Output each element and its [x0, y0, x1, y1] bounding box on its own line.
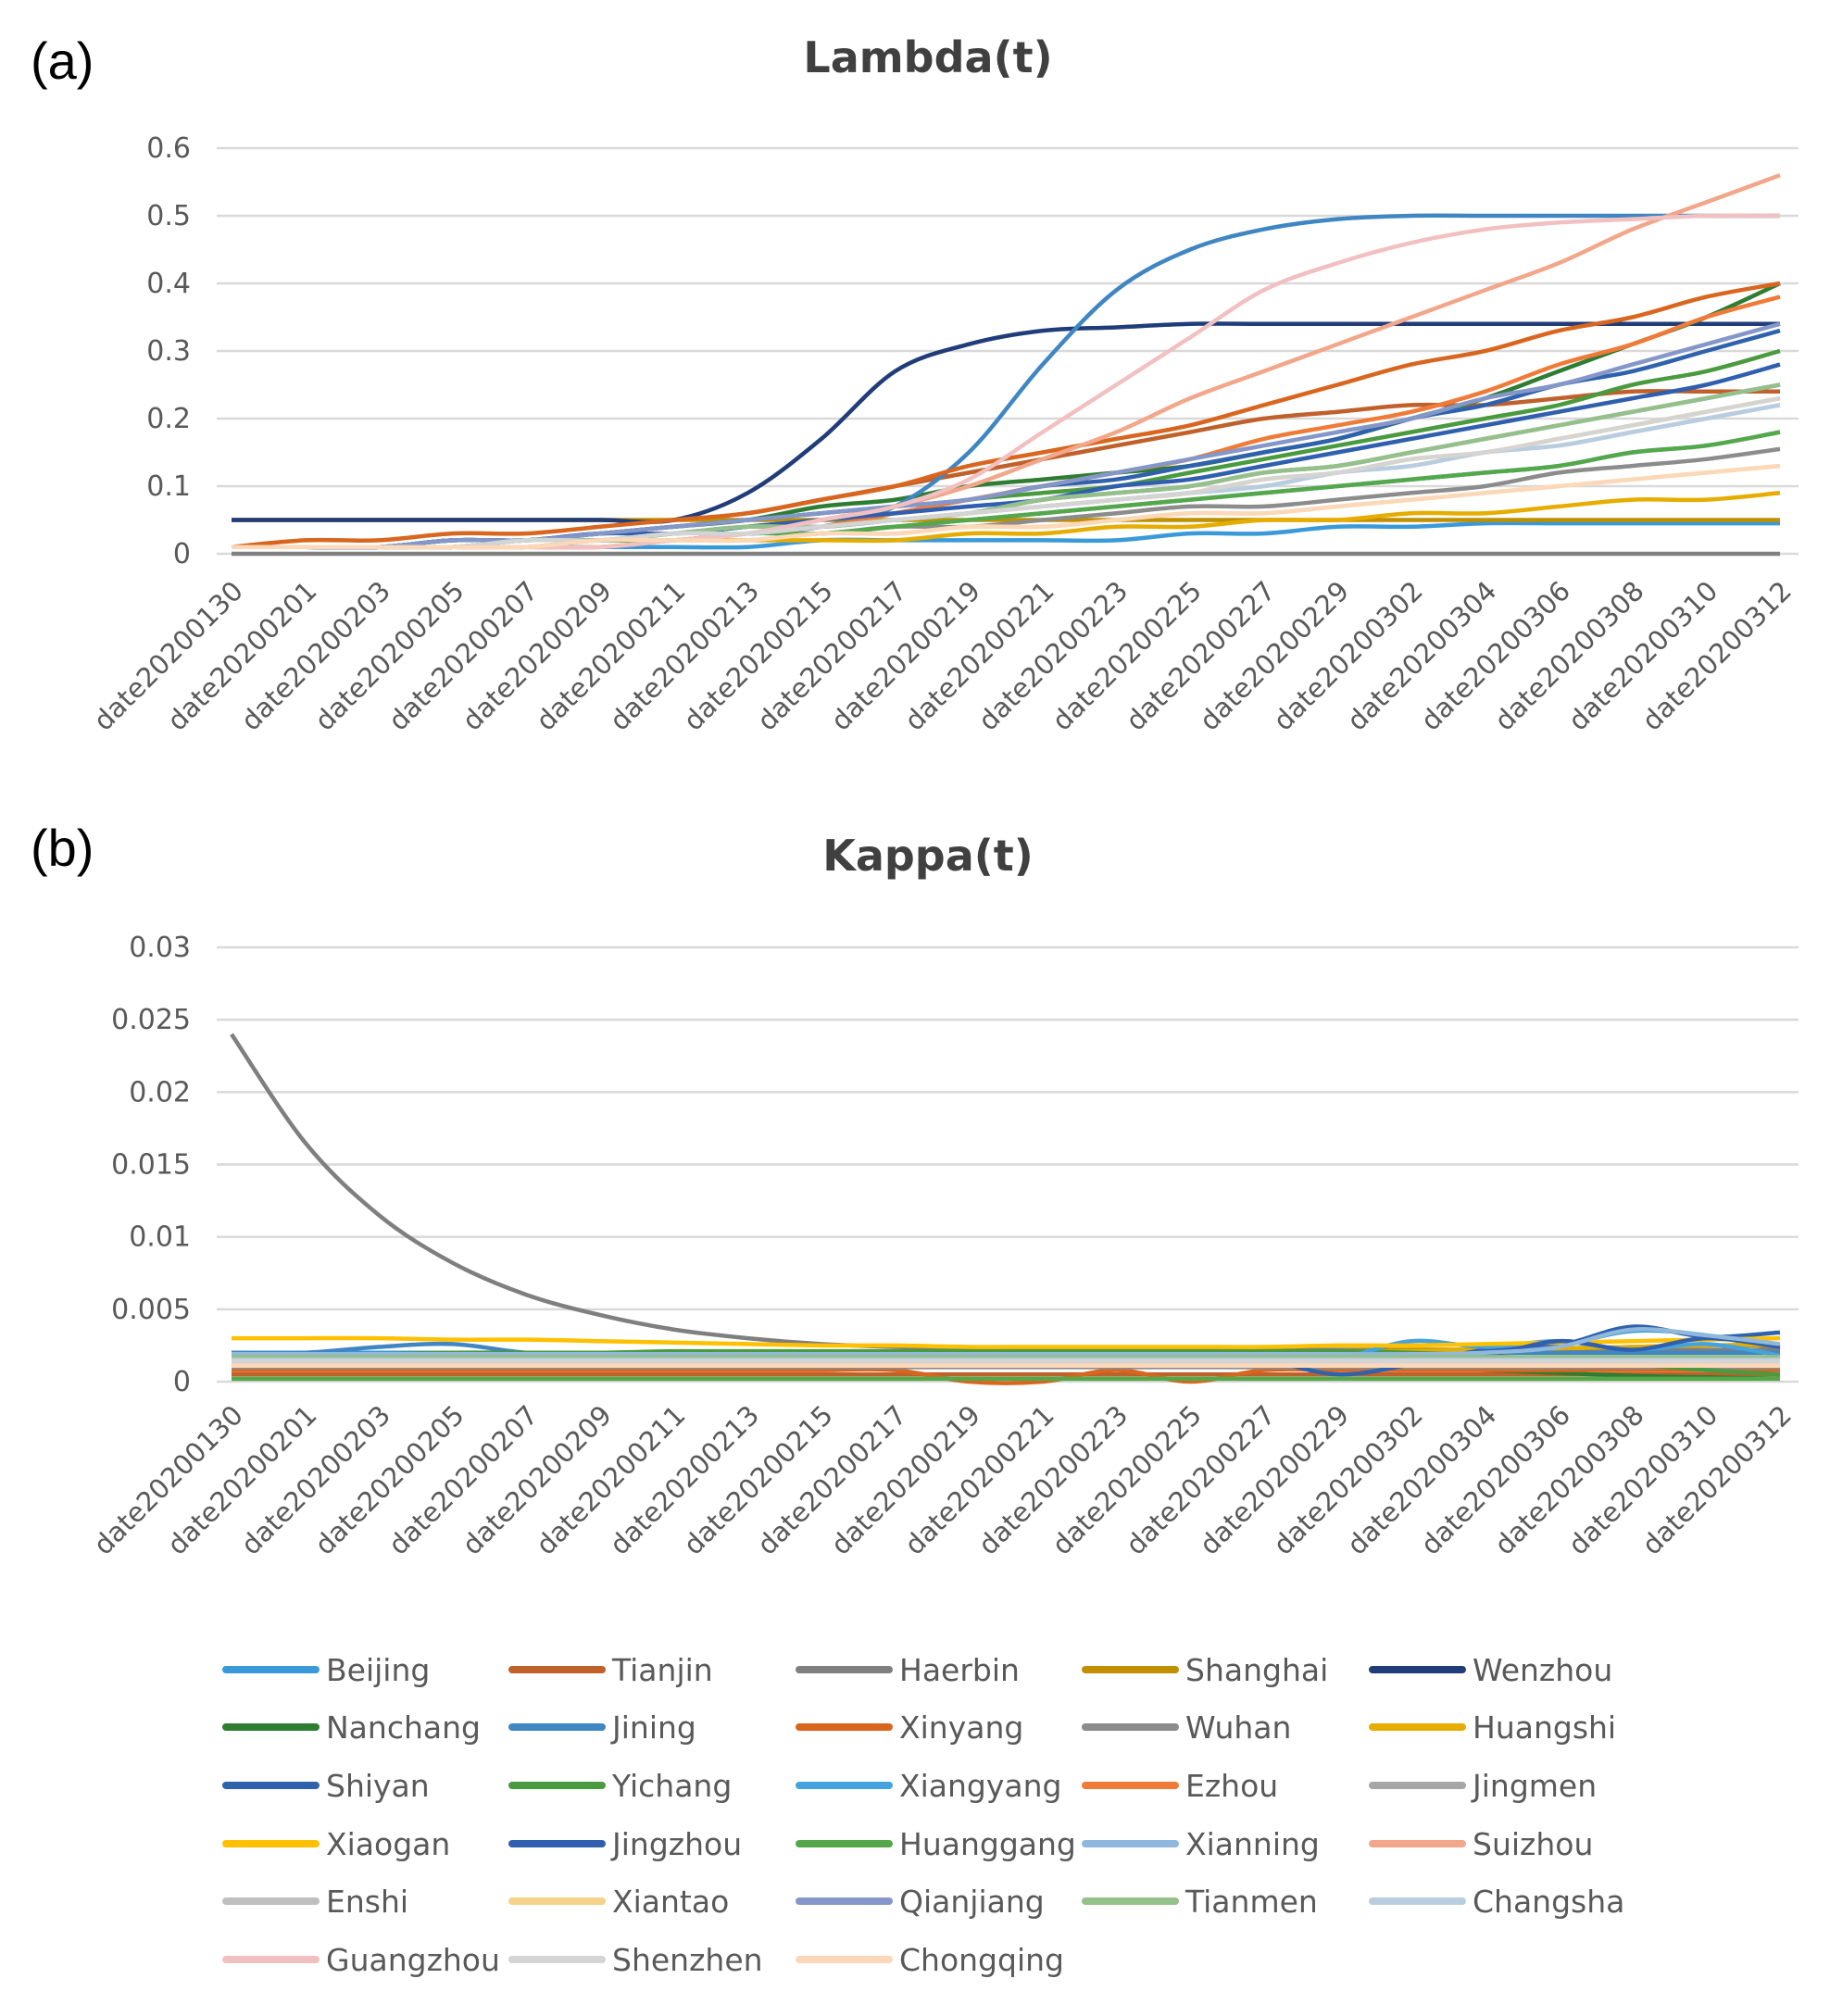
- lambda-chart: 00.10.20.30.40.50.6date20200130date20200…: [87, 132, 1799, 737]
- legend-label: Xiangyang: [899, 1768, 1061, 1804]
- legend-label: Chongqing: [899, 1942, 1064, 1978]
- y-tick-label: 0.01: [129, 1221, 191, 1254]
- legend-label: Xinyang: [899, 1709, 1023, 1746]
- legend-label: Enshi: [326, 1884, 408, 1920]
- legend-label: Yichang: [611, 1768, 732, 1804]
- legend-item-shenzhen: Shenzhen: [508, 1942, 763, 1978]
- y-tick-label: 0.015: [111, 1149, 191, 1182]
- y-tick-label: 0: [173, 538, 191, 570]
- legend-label: Wuhan: [1185, 1709, 1291, 1746]
- lambda-series-wenzhou: [231, 321, 1780, 524]
- legend-label: Xiaogan: [326, 1826, 450, 1862]
- legend-item-chongqing: Chongqing: [796, 1942, 1064, 1978]
- legend-item-qianjiang: Qianjiang: [796, 1884, 1045, 1920]
- y-tick-label: 0.4: [146, 268, 191, 300]
- legend-item-xianning: Xianning: [1082, 1826, 1320, 1862]
- y-tick-label: 0.5: [146, 200, 191, 232]
- legend-item-guangzhou: Guangzhou: [222, 1942, 500, 1978]
- legend-label: Suizhou: [1473, 1826, 1593, 1862]
- lambda-series-qianjiang: [232, 321, 1781, 550]
- kappa-series-xinyang: [231, 1367, 1780, 1385]
- legend-label: Xiantao: [612, 1884, 729, 1920]
- y-tick-label: 0.02: [129, 1076, 191, 1108]
- legend-item-beijing: Beijing: [222, 1652, 430, 1688]
- legend-label: Haerbin: [899, 1652, 1020, 1688]
- chart-title-kappa: Kappa(t): [822, 831, 1034, 881]
- legend-label: Qianjiang: [899, 1884, 1045, 1920]
- lambda-series-xiangyang: [232, 430, 1781, 550]
- y-tick-label: 0.3: [146, 335, 191, 368]
- legend-label: Shiyan: [326, 1768, 430, 1804]
- legend-item-jining: Jining: [508, 1709, 696, 1746]
- kappa-series-haerbin: [230, 1033, 1780, 1352]
- lambda-series-huanggang: [232, 430, 1781, 550]
- legend-label: Jining: [610, 1709, 696, 1746]
- legend-item-wuhan: Wuhan: [1082, 1709, 1291, 1746]
- legend-item-nanchang: Nanchang: [222, 1709, 481, 1746]
- y-tick-label: 0.2: [146, 403, 191, 435]
- y-tick-label: 0.1: [146, 470, 191, 503]
- legend-item-huangshi: Huangshi: [1369, 1709, 1616, 1746]
- legend-item-haerbin: Haerbin: [796, 1652, 1020, 1688]
- legend-item-shiyan: Shiyan: [222, 1768, 430, 1804]
- legend-label: Changsha: [1473, 1884, 1624, 1920]
- legend-label: Huangshi: [1473, 1709, 1616, 1746]
- panel-label-b: (b): [31, 819, 94, 877]
- legend-label: Xianning: [1185, 1826, 1320, 1862]
- legend-label: Wenzhou: [1473, 1652, 1612, 1688]
- legend-item-xiantao: Xiantao: [508, 1884, 729, 1920]
- legend-label: Tianjin: [611, 1652, 713, 1688]
- legend-item-xiangyang: Xiangyang: [796, 1768, 1061, 1804]
- legend-label: Ezhou: [1185, 1768, 1278, 1804]
- legend-label: Beijing: [326, 1652, 430, 1688]
- legend-label: Nanchang: [326, 1709, 481, 1746]
- y-tick-label: 0.6: [146, 132, 191, 165]
- legend-label: Shenzhen: [612, 1942, 763, 1978]
- legend-item-ezhou: Ezhou: [1082, 1768, 1278, 1804]
- legend-item-wenzhou: Wenzhou: [1369, 1652, 1612, 1688]
- legend-item-changsha: Changsha: [1369, 1884, 1624, 1920]
- legend-item-xinyang: Xinyang: [796, 1709, 1023, 1746]
- chart-title-lambda: Lambda(t): [803, 32, 1052, 82]
- legend-label: Jingmen: [1471, 1768, 1597, 1804]
- legend-item-xiaogan: Xiaogan: [222, 1826, 450, 1862]
- legend-item-jingmen: Jingmen: [1369, 1768, 1597, 1804]
- lambda-series-chongqing: [232, 463, 1781, 550]
- legend-item-tianmen: Tianmen: [1082, 1884, 1318, 1920]
- legend-label: Jingzhou: [610, 1826, 742, 1862]
- kappa-chart: 00.0050.010.0150.020.0250.03date20200130…: [87, 932, 1799, 1561]
- legend-item-yichang: Yichang: [508, 1768, 732, 1804]
- legend-item-shanghai: Shanghai: [1082, 1652, 1328, 1688]
- kappa-series-xianning: [231, 1327, 1781, 1357]
- legend-item-suizhou: Suizhou: [1369, 1826, 1593, 1862]
- lambda-series-xinyang: [231, 281, 1781, 549]
- legend-label: Guangzhou: [326, 1942, 500, 1978]
- panel-label-a: (a): [31, 31, 94, 90]
- y-tick-label: 0.03: [129, 932, 191, 964]
- legend-label: Shanghai: [1185, 1652, 1328, 1688]
- y-tick-label: 0.025: [111, 1004, 191, 1036]
- legend: Beijing Tianjin Haerbin Shanghai Wenzhou Nanc…: [222, 1652, 1624, 1978]
- y-tick-label: 0.005: [111, 1294, 191, 1326]
- legend-item-jingzhou: Jingzhou: [508, 1826, 742, 1862]
- kappa-series-xiaogan: [232, 1335, 1781, 1349]
- legend-label: Huanggang: [899, 1826, 1076, 1862]
- legend-item-enshi: Enshi: [222, 1884, 408, 1920]
- legend-item-huanggang: Huanggang: [796, 1826, 1076, 1862]
- legend-label: Tianmen: [1184, 1884, 1318, 1920]
- legend-item-tianjin: Tianjin: [508, 1652, 713, 1688]
- y-tick-label: 0: [173, 1366, 191, 1398]
- lambda-series-shenzhen: [232, 395, 1781, 550]
